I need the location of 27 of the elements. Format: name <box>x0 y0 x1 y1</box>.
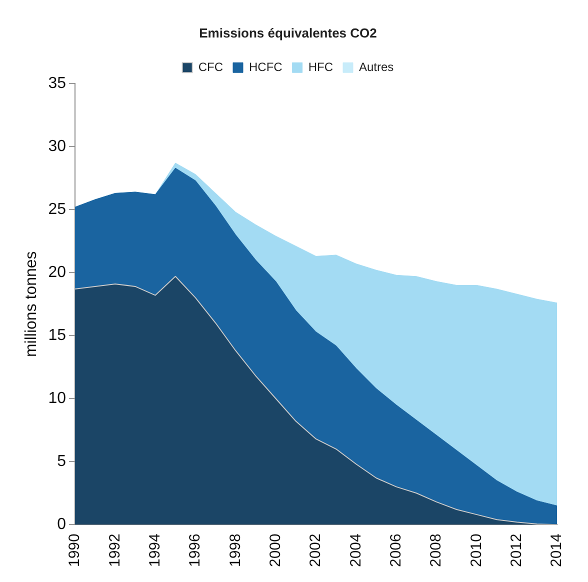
x-tick-label: 1992 <box>106 534 124 568</box>
x-tick-label: 2002 <box>307 534 324 568</box>
y-tick-label: 5 <box>57 453 66 470</box>
x-tick-label: 1996 <box>186 534 204 568</box>
legend-label: Autres <box>358 60 394 74</box>
x-tick-label: 2012 <box>508 534 525 568</box>
x-tick-label: 1994 <box>146 534 164 568</box>
y-tick-label: 20 <box>48 264 66 282</box>
y-tick-label: 0 <box>57 516 66 534</box>
legend-label: HFC <box>308 60 334 74</box>
y-tick-label: 30 <box>48 138 66 156</box>
x-tick-label: 2010 <box>468 534 485 568</box>
legend-label: HCFC <box>248 60 283 74</box>
y-axis-title: millions tonnes <box>23 251 40 358</box>
x-tick-label: 2008 <box>428 534 445 568</box>
x-tick-label: 2014 <box>548 534 566 568</box>
x-tick-label: 2000 <box>266 534 284 568</box>
x-tick-label: 1990 <box>66 534 84 568</box>
y-tick-label: 25 <box>48 201 66 218</box>
x-tick-label: 2004 <box>347 534 364 568</box>
y-tick-label: 35 <box>48 75 66 92</box>
legend-label: CFC <box>198 60 224 74</box>
y-tick-label: 10 <box>48 390 66 408</box>
y-tick-label: 15 <box>48 327 66 344</box>
x-tick-label: 2006 <box>387 534 404 568</box>
chart-title: Emissions équivalentes CO2 <box>199 25 377 40</box>
x-tick-label: 1998 <box>226 534 244 568</box>
